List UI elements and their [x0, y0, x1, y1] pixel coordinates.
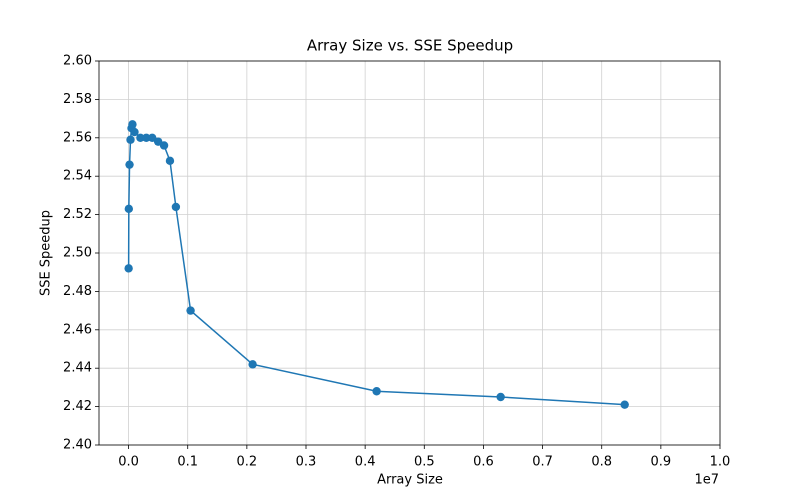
marker — [372, 387, 381, 396]
marker — [620, 400, 629, 409]
marker — [130, 127, 139, 137]
marker — [126, 135, 135, 144]
y-tick-label: 2.52 — [63, 207, 92, 222]
marker — [128, 120, 137, 129]
x-tick-label: 0.0 — [118, 455, 139, 470]
x-tick-label: 1.0 — [710, 455, 731, 470]
y-tick-label: 2.56 — [63, 130, 92, 145]
plot-frame — [98, 60, 721, 446]
x-tick-label: 0.8 — [591, 455, 612, 470]
marker — [125, 160, 134, 169]
x-axis-label: Array Size — [377, 473, 443, 488]
x-tick-label: 0.3 — [296, 455, 317, 470]
y-tick-label: 2.40 — [63, 438, 92, 453]
y-tick-label: 2.60 — [63, 54, 92, 69]
marker — [248, 360, 257, 369]
marker — [136, 133, 145, 142]
y-tick-label: 2.42 — [63, 399, 92, 414]
x-tick-label: 0.4 — [355, 455, 376, 470]
x-tick-label: 0.9 — [651, 455, 672, 470]
x-tick-label: 0.1 — [177, 455, 198, 470]
chart-title: Array Size vs. SSE Speedup — [307, 37, 513, 55]
marker — [165, 156, 175, 166]
y-tick-label: 2.50 — [63, 246, 92, 261]
y-tick-label: 2.54 — [63, 169, 92, 184]
marker — [142, 133, 151, 142]
marker — [159, 141, 169, 150]
marker — [186, 306, 195, 315]
y-tick-label: 2.58 — [63, 92, 92, 107]
marker — [124, 264, 133, 273]
y-tick-label: 2.44 — [63, 361, 92, 376]
x-tick-label: 0.6 — [473, 455, 494, 470]
marker — [496, 392, 505, 402]
y-tick-label: 2.48 — [63, 284, 92, 299]
y-axis-label: SSE Speedup — [39, 210, 54, 296]
line — [127, 124, 625, 406]
marker — [171, 202, 181, 212]
x-tick-label: 0.7 — [532, 455, 553, 470]
x-tick-label: 0.2 — [237, 455, 258, 470]
x-offset-label: 1e7 — [694, 473, 719, 488]
x-tick-label: 0.5 — [414, 455, 435, 470]
y-tick-label: 2.46 — [63, 322, 92, 337]
marker — [124, 204, 134, 214]
